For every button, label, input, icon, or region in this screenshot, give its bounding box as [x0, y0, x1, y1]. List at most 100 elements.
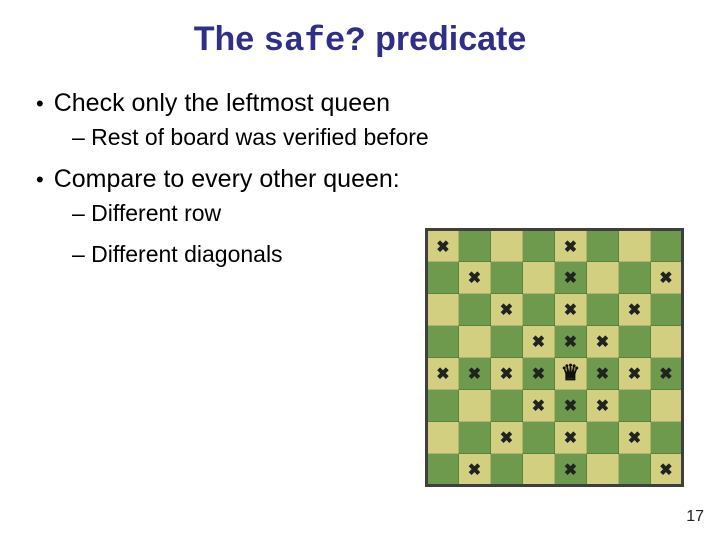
bullet-1-1: – Rest of board was verified before [72, 124, 696, 151]
board-cell: ✖ [459, 358, 491, 390]
board-cell [523, 454, 555, 486]
board-cell [651, 326, 683, 358]
board-cell [619, 262, 651, 294]
board-cell: ✖ [555, 230, 587, 262]
bullet-dot: • [36, 93, 44, 115]
attack-mark-icon: ✖ [596, 366, 609, 383]
board-cell: ✖ [651, 358, 683, 390]
board-cell [491, 262, 523, 294]
board-cell: ✖ [459, 262, 491, 294]
slide-title: The safe? predicate [24, 20, 696, 61]
attack-mark-icon: ✖ [532, 398, 545, 415]
page-number: 17 [686, 508, 704, 526]
attack-mark-icon: ✖ [659, 366, 672, 383]
board-cell [587, 422, 619, 454]
board-cell [523, 230, 555, 262]
bullet-2: • Compare to every other queen: [36, 165, 696, 194]
board-cell [619, 230, 651, 262]
board-cell [459, 390, 491, 422]
board-cell: ✖ [555, 326, 587, 358]
board-cell [491, 326, 523, 358]
board-cell: ✖ [427, 358, 459, 390]
board-cell: ✖ [651, 454, 683, 486]
attack-mark-icon: ✖ [564, 462, 577, 479]
board-cell [491, 454, 523, 486]
title-prefix: The [194, 20, 264, 58]
board-cell: ✖ [651, 262, 683, 294]
board-cell [619, 454, 651, 486]
board-cell [427, 422, 459, 454]
board-cell: ✖ [619, 422, 651, 454]
attack-mark-icon: ✖ [628, 430, 641, 447]
attack-mark-icon: ✖ [468, 366, 481, 383]
board-cell [651, 422, 683, 454]
board-cell [523, 422, 555, 454]
attack-mark-icon: ✖ [532, 334, 545, 351]
board-cell [427, 390, 459, 422]
board-cell [651, 230, 683, 262]
attack-mark-icon: ✖ [564, 302, 577, 319]
bullet-text: Compare to every other queen: [54, 165, 400, 194]
board-cell [491, 390, 523, 422]
board-cell [651, 390, 683, 422]
board-cell [587, 262, 619, 294]
board-cell [459, 294, 491, 326]
board-cell [459, 326, 491, 358]
board-cell: ♛ [555, 358, 587, 390]
board-cell [619, 326, 651, 358]
title-suffix: predicate [366, 20, 527, 58]
board-cell: ✖ [587, 326, 619, 358]
attack-mark-icon: ✖ [564, 398, 577, 415]
board-cell: ✖ [619, 294, 651, 326]
board-cell [587, 294, 619, 326]
queen-icon: ♛ [561, 360, 581, 385]
attack-mark-icon: ✖ [500, 366, 513, 383]
attack-mark-icon: ✖ [596, 334, 609, 351]
board-cell [619, 390, 651, 422]
board-cell: ✖ [491, 358, 523, 390]
board-cell [427, 454, 459, 486]
board-cell [651, 294, 683, 326]
board-cell: ✖ [427, 230, 459, 262]
board-cell: ✖ [555, 422, 587, 454]
board-cell: ✖ [555, 390, 587, 422]
bullet-2-1: – Different row [72, 200, 696, 227]
attack-mark-icon: ✖ [500, 430, 513, 447]
attack-mark-icon: ✖ [628, 366, 641, 383]
board-cell: ✖ [523, 326, 555, 358]
attack-mark-icon: ✖ [468, 270, 481, 287]
board-cell [587, 454, 619, 486]
board-cell: ✖ [587, 390, 619, 422]
board-cell [587, 230, 619, 262]
board-cell: ✖ [491, 294, 523, 326]
board-cell: ✖ [555, 294, 587, 326]
bullet-text: Check only the leftmost queen [54, 89, 390, 118]
board-cell [459, 230, 491, 262]
attack-mark-icon: ✖ [659, 462, 672, 479]
board-cell [427, 262, 459, 294]
attack-mark-icon: ✖ [564, 239, 577, 256]
attack-mark-icon: ✖ [596, 398, 609, 415]
attack-mark-icon: ✖ [468, 462, 481, 479]
board-cell [523, 262, 555, 294]
bullet-dot: • [36, 169, 44, 191]
board-cell: ✖ [523, 358, 555, 390]
attack-mark-icon: ✖ [564, 334, 577, 351]
attack-mark-icon: ✖ [628, 302, 641, 319]
board-cell [427, 294, 459, 326]
board-cell [491, 230, 523, 262]
attack-mark-icon: ✖ [436, 366, 449, 383]
chessboard-diagram: ✖✖✖✖✖✖✖✖✖✖✖✖✖✖✖♛✖✖✖✖✖✖✖✖✖✖✖✖ [425, 228, 684, 487]
board-cell [427, 326, 459, 358]
attack-mark-icon: ✖ [532, 366, 545, 383]
board-cell: ✖ [619, 358, 651, 390]
board-cell: ✖ [459, 454, 491, 486]
attack-mark-icon: ✖ [436, 239, 449, 256]
board-cell [459, 422, 491, 454]
bullet-1: • Check only the leftmost queen [36, 89, 696, 118]
board-cell: ✖ [555, 454, 587, 486]
attack-mark-icon: ✖ [659, 270, 672, 287]
chessboard: ✖✖✖✖✖✖✖✖✖✖✖✖✖✖✖♛✖✖✖✖✖✖✖✖✖✖✖✖ [425, 228, 684, 487]
board-cell [523, 294, 555, 326]
board-cell: ✖ [491, 422, 523, 454]
